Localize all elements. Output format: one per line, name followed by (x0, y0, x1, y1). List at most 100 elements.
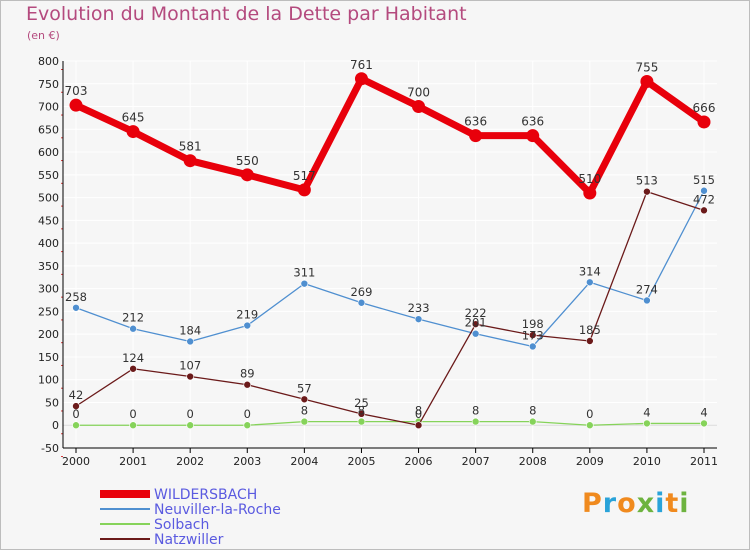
data-point (586, 337, 594, 345)
data-label: 107 (179, 359, 201, 373)
y-tick-label: 150 (38, 351, 59, 364)
data-label: 198 (522, 317, 544, 331)
data-label: 201 (465, 316, 487, 330)
data-label: 0 (244, 407, 251, 421)
data-label: 0 (187, 407, 194, 421)
x-tick-label: 2003 (233, 455, 261, 468)
y-tick-label: 400 (38, 237, 59, 250)
data-label: 755 (635, 60, 658, 74)
x-tick-label: 2009 (576, 455, 604, 468)
data-point (697, 115, 711, 129)
data-point (528, 417, 537, 426)
y-tick-label: 250 (38, 305, 59, 318)
data-label: 517 (293, 169, 316, 183)
y-tick-label: 300 (38, 283, 59, 296)
data-point (471, 417, 480, 426)
data-point (526, 129, 540, 143)
data-point (72, 303, 80, 312)
data-label: 4 (700, 405, 707, 419)
y-tick-label: 100 (38, 374, 59, 387)
data-point (300, 417, 309, 426)
data-label: 124 (122, 351, 144, 365)
data-label: 636 (521, 115, 544, 129)
y-tick-label: 600 (38, 146, 59, 159)
y-tick-label: 0 (52, 419, 59, 432)
y-tick-label: 700 (38, 101, 59, 114)
logo-letter: t (665, 488, 680, 519)
data-point (354, 72, 368, 86)
legend-label: Neuviller-la-Roche (154, 502, 281, 518)
data-label: 472 (693, 192, 715, 206)
data-point (129, 421, 137, 430)
data-point (643, 187, 651, 196)
y-tick-label: 800 (38, 55, 59, 68)
data-label: 8 (301, 404, 308, 418)
data-label: 89 (240, 367, 255, 381)
data-label: 581 (179, 140, 202, 154)
data-point (700, 419, 708, 428)
data-point (583, 186, 597, 200)
data-label: 173 (522, 328, 544, 342)
data-label: 510 (578, 172, 601, 186)
data-point (357, 410, 366, 418)
data-point (186, 372, 194, 381)
data-label: 513 (636, 174, 658, 188)
legend-label: Natzwiller (154, 532, 224, 548)
data-label: 550 (236, 154, 259, 168)
data-label: 233 (408, 301, 430, 315)
data-point (72, 421, 80, 430)
legend: WILDERSBACHNeuviller-la-RocheSolbachNatz… (100, 487, 281, 548)
data-label: 703 (65, 84, 88, 98)
x-tick-label: 2005 (347, 455, 375, 468)
series-line-2 (76, 420, 704, 426)
data-point (129, 364, 137, 373)
data-label: 269 (350, 285, 372, 299)
data-point (643, 296, 651, 305)
data-point (471, 329, 480, 338)
y-tick-label: 450 (38, 214, 59, 227)
data-point (586, 278, 594, 287)
x-tick-label: 2004 (290, 455, 318, 468)
data-point (72, 402, 80, 410)
y-tick-label: -50 (41, 442, 59, 455)
x-tick-label: 2006 (405, 455, 433, 468)
data-label: 666 (693, 101, 716, 115)
y-tick-label: 500 (38, 192, 59, 205)
data-label: 258 (65, 290, 87, 304)
data-label: 25 (354, 396, 369, 410)
logo-letter: i (679, 488, 690, 519)
x-tick-label: 2011 (690, 455, 718, 468)
data-point (414, 315, 423, 323)
data-point (126, 125, 140, 139)
data-label: 761 (350, 58, 373, 72)
data-point (700, 186, 708, 195)
series-line-3 (75, 191, 705, 426)
data-point (643, 419, 651, 428)
data-label: 8 (358, 404, 365, 418)
data-point (243, 421, 252, 430)
data-label: 636 (464, 115, 487, 129)
data-label: 219 (236, 308, 258, 322)
data-label: 700 (407, 86, 430, 100)
plot-area (63, 61, 717, 448)
data-point (469, 129, 483, 143)
data-label: 185 (579, 323, 601, 337)
y-tick-label: 650 (38, 123, 59, 136)
data-label: 8 (529, 404, 536, 418)
data-point (297, 183, 311, 197)
data-label: 4 (643, 405, 650, 419)
data-point (357, 417, 366, 426)
data-point (586, 421, 594, 430)
x-tick-label: 2001 (119, 455, 147, 468)
data-point (243, 321, 252, 330)
data-label: 0 (129, 407, 136, 421)
logo-letter: i (655, 488, 666, 519)
data-label: 42 (69, 388, 84, 402)
data-label: 274 (636, 282, 658, 296)
logo-letter: o (617, 488, 637, 519)
data-point (640, 74, 654, 88)
logo-letter: r (602, 488, 618, 519)
y-tick-label: 550 (38, 169, 59, 182)
